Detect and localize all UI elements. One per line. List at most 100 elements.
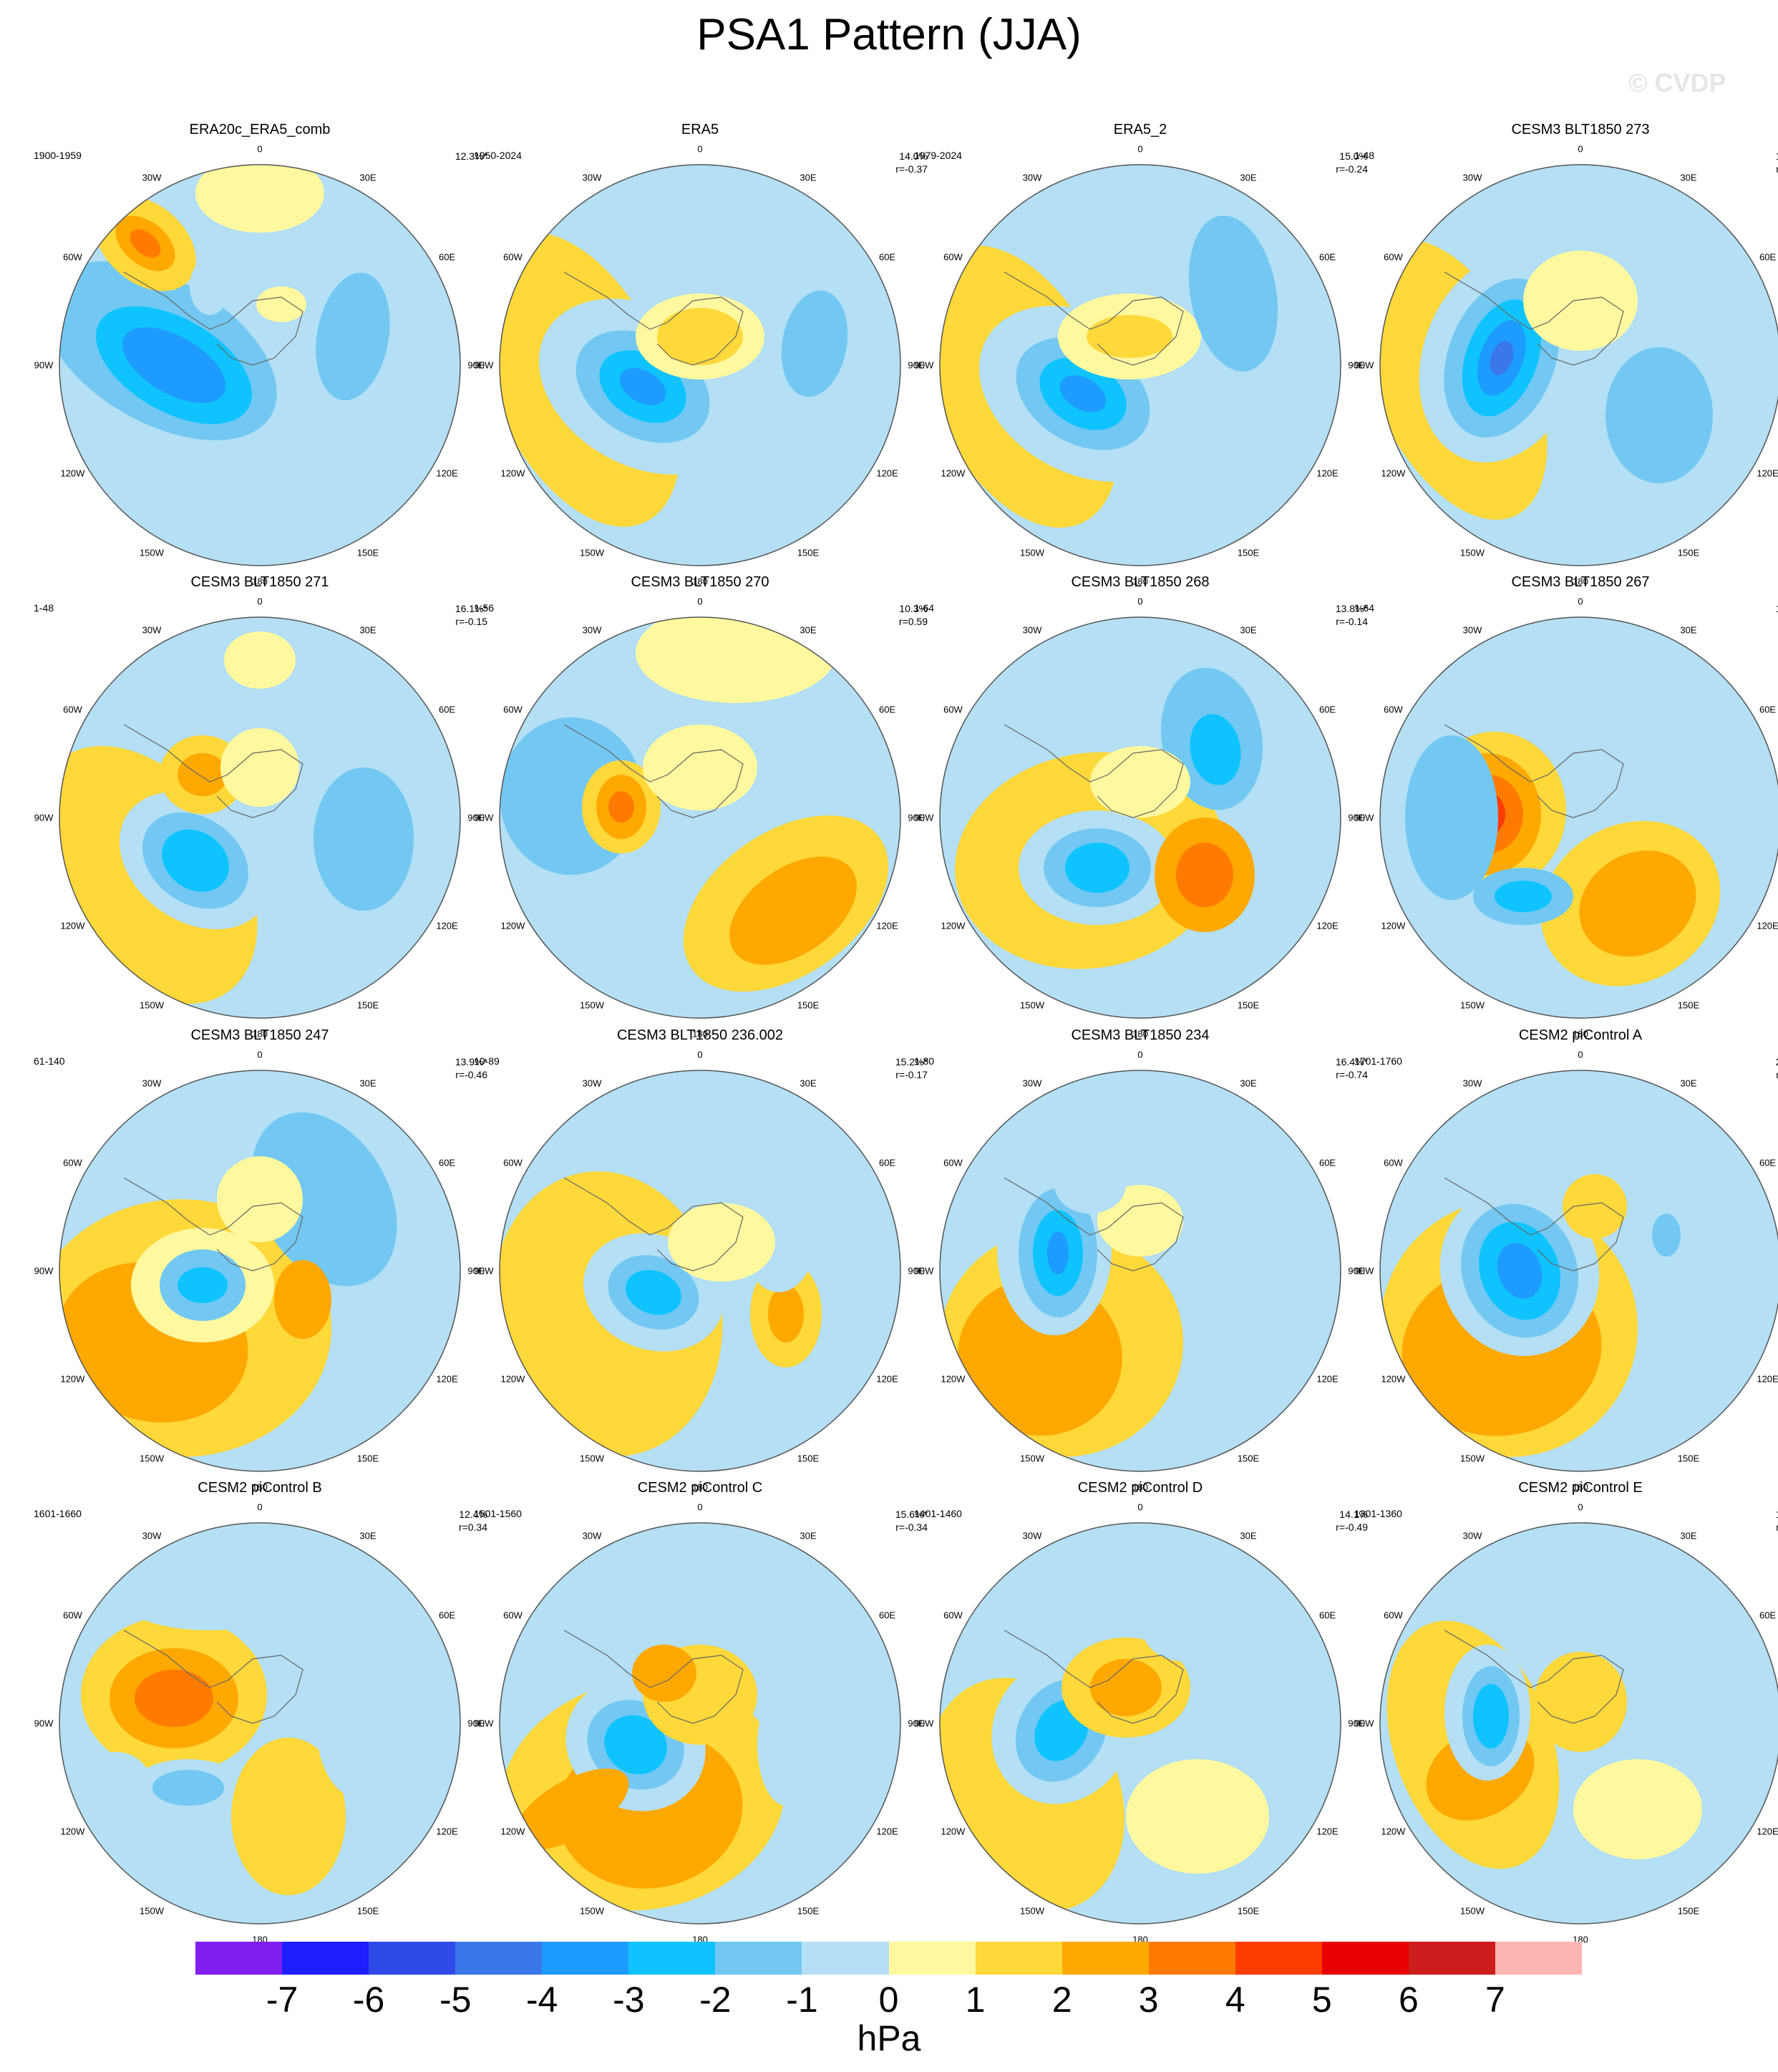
longitude-label: 0 [1578,143,1583,155]
longitude-label: 30W [1462,1530,1482,1541]
longitude-label: 60E [1759,1157,1777,1168]
panel-period: 1-48 [34,602,54,614]
map-border [939,1522,1341,1925]
anomaly-contour [619,368,666,405]
map-border [939,616,1341,1019]
longitude-label: 90W [34,1718,54,1729]
longitude-label: 90W [914,812,934,823]
colorbar-segment [195,1942,283,1975]
polar-map [59,1522,461,1925]
panel-pattern-correlation: r=-0.74 [1336,1069,1368,1080]
panel-variance-pct: 12.4% [459,1509,487,1520]
longitude-label: 150E [1677,1453,1700,1464]
anomaly-contour [162,829,229,892]
map-border [59,164,461,566]
longitude-label: 60W [63,704,82,715]
colorbar-tick-label: -7 [266,1980,298,2020]
panel-variance-pct: 15.6%* [895,1509,928,1520]
map-panel: CESM2 piControl B 1601-1660 12.4% r=0.34 0 30… [34,1480,487,1945]
longitude-label: 90W [474,812,494,823]
longitude-label: 120W [500,1826,525,1837]
longitude-label: 30E [800,624,817,636]
map-border [499,164,901,566]
longitude-label: 120E [1757,468,1778,479]
longitude-label: 60W [943,1157,963,1168]
polar-map [939,1070,1341,1472]
colorbar-segment [542,1942,629,1975]
longitude-label: 120E [876,1373,898,1385]
anomaly-contour [1459,1106,1573,1163]
panel-stats: 14.0% r=-0.37 [895,150,928,175]
longitude-label: 0 [697,596,703,607]
longitude-label: 60E [1318,704,1336,715]
longitude-label: 30E [1240,172,1257,183]
longitude-label: 150E [1677,547,1700,558]
anomaly-contour [1190,714,1241,785]
longitude-label: 150E [1237,547,1260,558]
longitude-label: 120W [941,920,966,931]
longitude-label: 60E [438,1609,456,1621]
coastline [123,1177,303,1272]
longitude-label: 150E [356,999,379,1011]
panel-title: CESM3 BLT1850 247 [190,1027,329,1043]
anomaly-contour [729,856,857,965]
anomaly-contour [768,1285,804,1342]
longitude-label: 90W [1354,359,1374,371]
longitude-label: 90W [34,1265,54,1277]
map-panel: CESM3 BLT1850 268 1-64 13.8%* r=-0.14 0 30E 60… [914,574,1368,1040]
longitude-label: 150W [580,547,604,558]
anomaly-contour [231,1738,346,1895]
polar-map [59,164,461,566]
longitude-label: 120E [1316,920,1339,931]
panel-variance-pct: 15.5%* [1776,150,1778,163]
longitude-label: 90W [914,1718,934,1729]
longitude-label: 30E [1680,172,1697,183]
longitude-label: 120E [436,1373,458,1385]
longitude-label: 120E [436,920,458,931]
map-panel: ERA5_2 1979-2024 15.0% r=-0.24 0 30E 60E 90E 120… [914,122,1368,587]
coastline [1004,1630,1184,1724]
longitude-label: 60W [63,1609,82,1621]
anomaly-contour [1480,678,1566,714]
longitude-label: 120E [1757,1373,1778,1385]
longitude-label: 30E [1240,1530,1257,1541]
panel-variance-pct: 13.9%* [455,1056,487,1068]
longitude-label: 150W [140,1453,164,1464]
longitude-label: 120E [876,920,898,931]
longitude-label: 30W [1022,172,1042,183]
anomaly-contour [256,286,306,322]
longitude-label: 150W [1020,547,1044,558]
panel-title: CESM2 piControl A [1518,1027,1643,1043]
longitude-label: 180 [1573,576,1588,587]
longitude-label: 30E [1240,624,1257,636]
anomaly-contour [1490,340,1514,376]
longitude-label: 60E [1318,251,1336,263]
anomaly-contour [636,617,836,703]
longitude-label: 180 [692,1481,708,1493]
panel-pattern-correlation: r=-0.49 [1336,1521,1368,1533]
anomaly-contour [274,1260,331,1339]
panel-stats: 16.1%* r=-0.15 [455,602,487,628]
coastline [563,271,744,366]
longitude-label: 0 [257,596,263,607]
map-panel: ERA20c_ERA5_comb 1900-1959 12.3%* 0 30E 60E 90… [34,122,487,587]
longitude-label: 90W [1354,1265,1374,1277]
panel-title: CESM3 BLT1850 268 [1071,574,1210,590]
anomaly-contour [251,1112,397,1287]
anomaly-contour [781,290,848,397]
map-border [59,1522,461,1925]
longitude-label: 30E [359,624,377,636]
longitude-label: 150E [1237,1453,1260,1464]
longitude-label: 30E [359,172,377,183]
longitude-label: 30W [582,172,602,183]
panel-pattern-correlation: r=-0.34 [895,1521,928,1533]
panel-period: 1301-1360 [1354,1508,1402,1519]
map-border [1379,616,1778,1019]
map-border [1379,1522,1778,1925]
longitude-label: 90E [1348,1265,1365,1277]
panel-period: 1-64 [1354,602,1375,614]
longitude-label: 120W [500,920,525,931]
longitude-label: 30W [142,172,162,183]
longitude-label: 60E [878,251,896,263]
map-panel: CESM3 BLT1850 267 1-64 14.9%*r=0.53 0 30E 60E… [1354,574,1778,1040]
